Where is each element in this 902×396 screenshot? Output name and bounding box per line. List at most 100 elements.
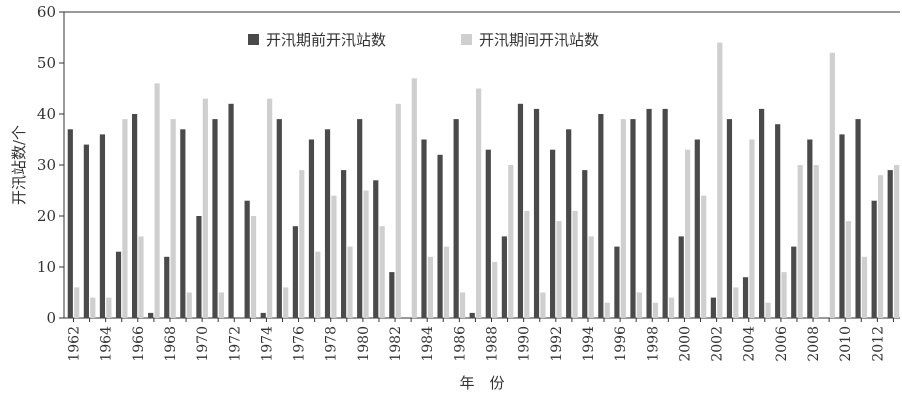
bar-during-1994 [588,236,594,318]
bar-during-1975 [283,287,289,318]
bar-during-1983 [411,78,417,318]
y-tick-label: 30 [37,156,56,174]
bar-during-1962 [74,287,80,318]
bar-during-1965 [122,119,128,318]
bar-before-1982 [389,272,395,318]
bar-before-1968 [164,256,170,318]
bar-during-1971 [218,292,224,318]
bar-before-1990 [517,103,524,318]
bar-during-1964 [106,297,112,318]
bar-during-1999 [668,297,675,318]
bar-during-1996 [620,119,626,318]
x-tick-label: 1988 [485,326,501,362]
bar-before-1989 [501,236,507,318]
bar-before-1976 [292,226,298,318]
bar-during-1989 [508,165,514,318]
x-tick-label: 1984 [420,326,436,362]
bar-before-1985 [437,154,443,318]
bar-during-1977 [315,251,321,318]
bar-during-2011 [861,256,868,318]
bar-during-2000 [685,149,691,318]
bar-during-1969 [186,292,192,318]
x-tick-label: 2000 [677,326,693,362]
bar-during-1991 [540,292,546,318]
bar-during-1974 [267,98,273,318]
legend: 开汛期前开汛站数 开汛期间开汛站数 [248,31,599,49]
bar-before-1980 [357,119,363,318]
y-axis-title: 开汛站数/个 [10,125,28,205]
bar-before-1991 [533,108,540,319]
bar-during-1979 [347,246,353,318]
bar-during-2005 [765,302,771,318]
x-tick-label: 1980 [356,326,372,362]
bar-during-2002 [717,42,723,318]
x-tick-label: 1976 [292,326,308,362]
bar-before-2007 [791,246,797,318]
x-tick-label: 1974 [259,326,275,362]
bar-during-2006 [781,272,787,318]
bar-before-1963 [83,144,89,318]
bar-during-1982 [395,103,401,318]
bars [67,42,900,319]
x-tick-label: 2002 [710,326,726,362]
bar-during-1990 [524,210,530,318]
bar-before-1978 [324,129,331,318]
bar-during-1992 [556,221,562,318]
bar-before-1972 [228,103,234,318]
bar-before-1998 [646,108,652,319]
y-ticks: 0 10 20 30 40 50 60 [37,3,64,327]
x-tick-label: 2010 [838,326,854,362]
y-tick-label: 20 [37,207,56,225]
bar-during-1985 [443,246,450,318]
legend-swatch-before [248,34,259,45]
x-tick-label: 1982 [388,326,404,362]
bar-during-1997 [636,292,642,318]
bar-before-2013 [887,170,893,318]
bar-before-1996 [614,246,620,318]
bar-during-1967 [154,83,160,319]
bar-before-2011 [855,119,861,318]
bar-during-1966 [138,236,144,318]
y-tick-label: 40 [37,105,56,123]
bar-before-1984 [421,139,427,318]
bar-before-1992 [550,149,556,318]
bar-before-1997 [630,119,636,318]
bar-during-1978 [331,195,337,318]
bar-during-2003 [733,287,739,318]
bar-during-1973 [250,216,257,318]
bar-before-1994 [582,170,588,318]
y-tick-label: 0 [46,309,56,327]
bar-during-2010 [845,221,851,318]
x-tick-label: 1996 [613,326,629,362]
bar-during-1963 [90,297,96,318]
bar-during-1995 [604,302,610,318]
bar-before-2002 [710,297,716,318]
bar-during-1968 [170,119,176,318]
y-tick-label: 60 [37,3,56,21]
bar-during-1998 [652,302,659,318]
x-tick-label: 2006 [774,326,790,362]
bar-before-1995 [598,114,604,318]
bar-before-1969 [180,129,186,318]
y-tick-label: 50 [37,54,56,72]
bar-during-2007 [797,165,803,318]
bar-before-1986 [453,119,459,318]
bar-before-1987 [469,312,475,318]
bar-before-1999 [662,108,668,319]
bar-before-1967 [148,312,154,318]
bar-during-2004 [749,139,755,318]
x-ticks: 1962 1964 1966 1968 1970 1972 1974 1976 1978 1980… [67,318,894,362]
x-tick-label: 1972 [227,326,243,362]
x-tick-label: 2004 [742,326,758,362]
x-tick-label: 1998 [645,326,661,362]
bar-before-2001 [694,139,700,318]
x-axis-title: 年 份 [459,374,504,392]
bar-before-1977 [308,139,315,318]
x-tick-label: 1994 [581,326,597,362]
bar-during-1986 [459,292,466,318]
y-tick-label: 10 [37,258,56,276]
axes [63,11,900,319]
bar-before-2005 [759,108,765,319]
bar-during-2009 [829,52,835,319]
